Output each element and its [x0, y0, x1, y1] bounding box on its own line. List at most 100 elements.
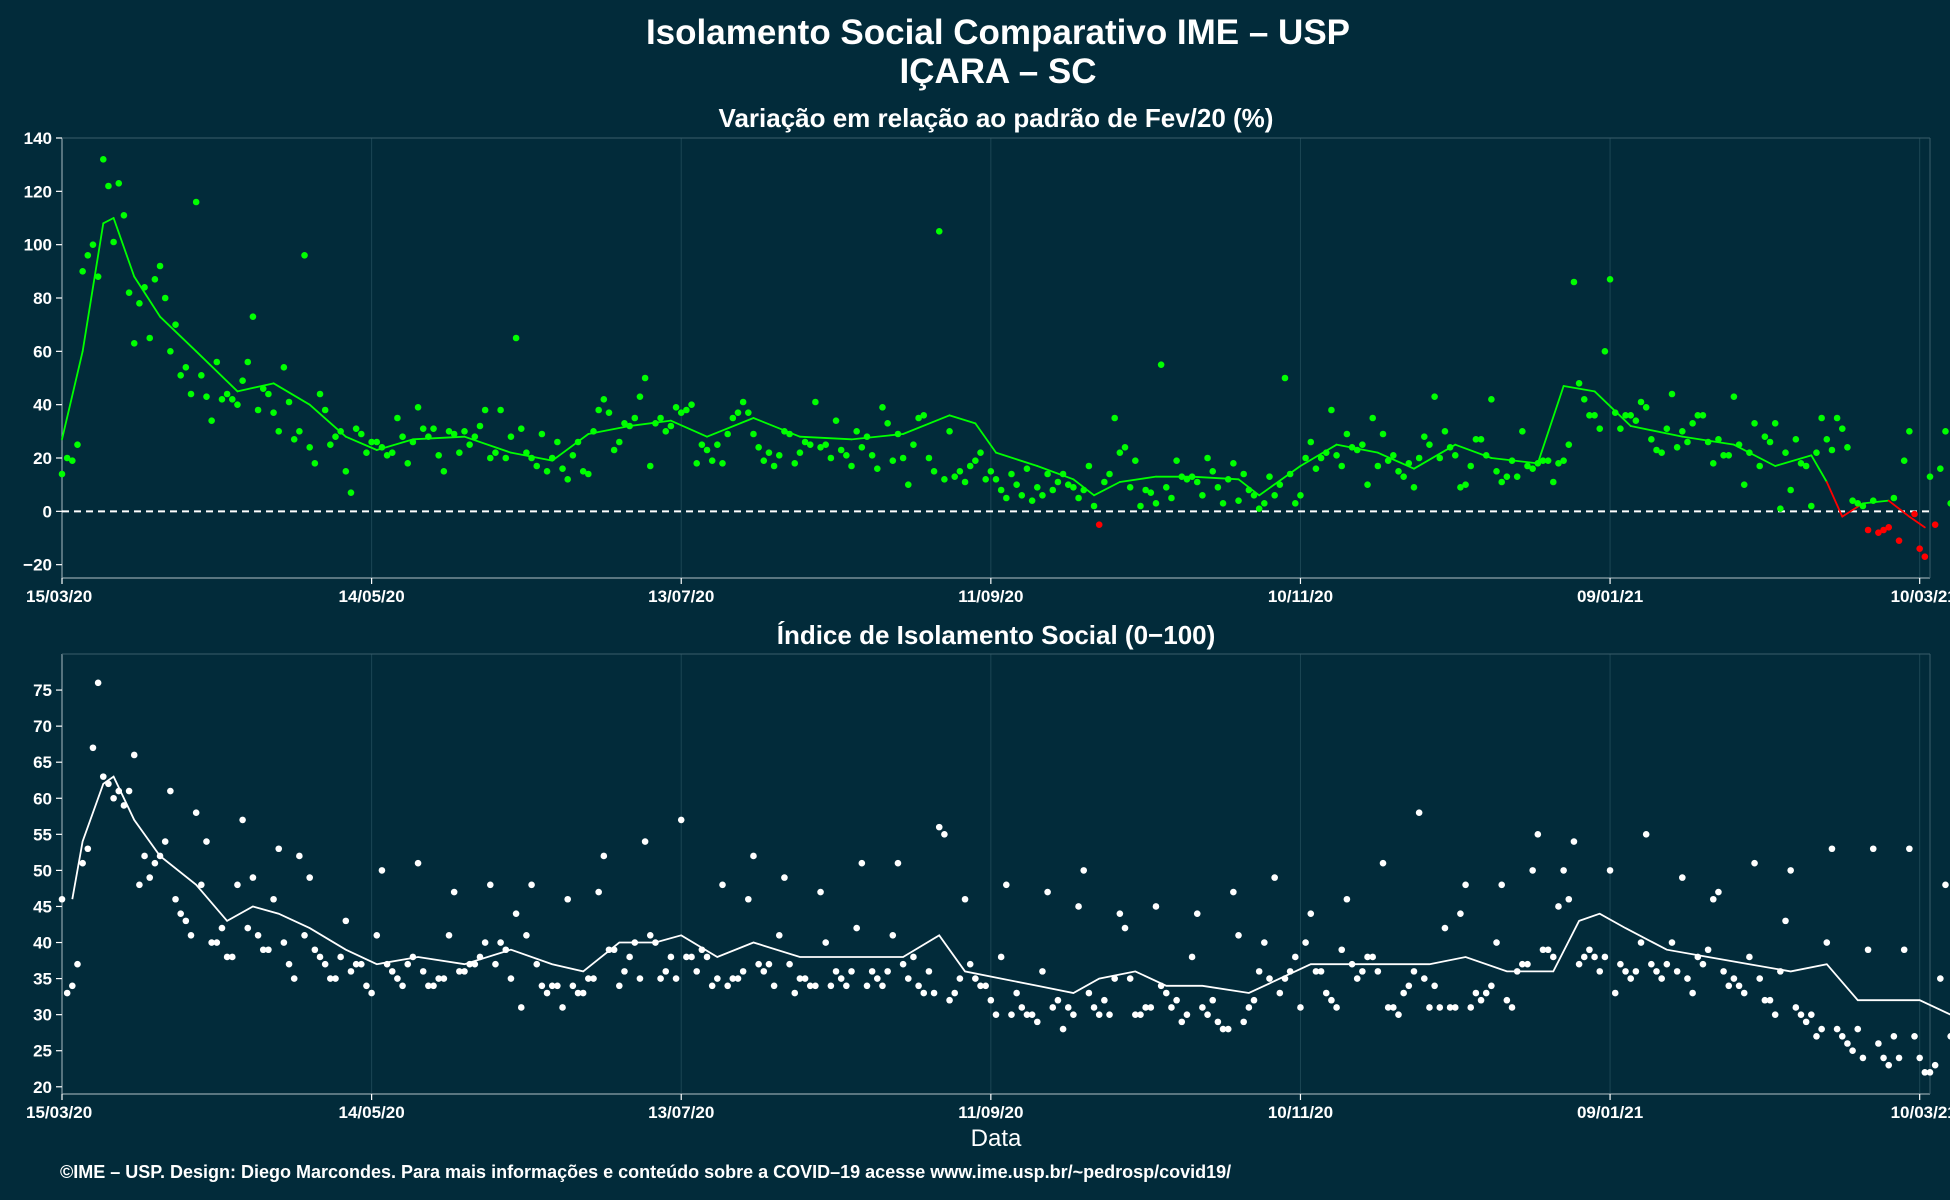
index-data-point: [383, 960, 391, 968]
index-data-point: [357, 960, 365, 968]
index-data-point: [925, 968, 933, 975]
x-tick-label: 10/11/20: [1268, 1103, 1333, 1122]
x-tick-label: 11/09/20: [958, 1103, 1023, 1122]
index-data-point: [228, 953, 236, 961]
index-data-point: [456, 968, 463, 975]
index-data-point: [363, 982, 370, 990]
variation-data-point: [1420, 433, 1428, 440]
index-data-point: [1343, 895, 1351, 903]
variation-data-point: [1312, 465, 1320, 472]
x-tick-label: 10/11/20: [1268, 587, 1333, 606]
index-data-point: [1307, 910, 1315, 917]
index-data-point: [796, 975, 804, 982]
index-data-point: [837, 975, 845, 982]
variation-data-point: [492, 449, 499, 456]
index-data-point: [1209, 996, 1217, 1004]
index-data-point: [1673, 968, 1681, 975]
moving-average-segment: [995, 451, 1039, 467]
variation-data-point: [471, 433, 479, 440]
index-data-point: [874, 975, 881, 982]
variation-data-point: [806, 441, 814, 448]
variation-data-point: [1101, 478, 1108, 486]
index-data-point: [120, 802, 128, 809]
index-data-point: [1751, 859, 1758, 867]
variation-data-point: [1766, 438, 1774, 446]
variation-data-point: [951, 473, 959, 480]
variation-data-point: [1709, 460, 1717, 467]
index-data-point: [941, 831, 948, 838]
index-data-point: [997, 953, 1005, 961]
variation-data-point: [1230, 460, 1237, 467]
index-data-point: [1838, 1032, 1846, 1040]
variation-data-point: [1090, 502, 1098, 510]
variation-data-point: [796, 449, 804, 456]
variation-data-point: [476, 422, 484, 430]
variation-data-point: [1802, 462, 1810, 470]
variation-data-point: [440, 468, 448, 475]
index-data-point: [1188, 953, 1196, 961]
index-data-point: [492, 960, 499, 968]
variation-data-point: [1601, 348, 1609, 355]
index-data-point: [130, 751, 138, 759]
variation-data-point: [1756, 462, 1764, 470]
x-tick-label: 09/01/21: [1577, 1103, 1643, 1122]
moving-average-segment: [133, 275, 161, 318]
variation-data-point: [1503, 473, 1511, 480]
variation-data-point: [1534, 460, 1542, 467]
index-data-point: [688, 953, 695, 961]
variation-data-point: [1606, 276, 1614, 283]
variation-data-point: [244, 358, 252, 366]
index-data-point: [868, 968, 876, 975]
index-data-point: [337, 953, 344, 961]
moving-average-segment: [344, 435, 378, 451]
y-tick-label: 70: [33, 717, 52, 736]
index-data-point: [192, 809, 200, 816]
variation-data-point: [1586, 412, 1593, 419]
index-data-point: [827, 982, 835, 990]
variation-data-point: [667, 422, 675, 430]
variation-data-point: [729, 414, 737, 422]
variation-data-point: [812, 398, 819, 406]
index-data-point: [631, 939, 639, 946]
index-data-point: [1947, 1033, 1950, 1040]
index-data-point: [327, 975, 334, 982]
index-data-point: [1033, 1018, 1041, 1026]
index-data-point: [507, 975, 515, 982]
variation-data-point: [203, 393, 210, 400]
index-data-point: [1405, 982, 1413, 990]
variation-data-point: [332, 433, 339, 440]
index-data-point: [502, 946, 510, 954]
moving-average-segment: [61, 350, 84, 441]
variation-data-point: [1441, 428, 1449, 435]
index-data-point: [161, 838, 169, 845]
variation-data-point: [997, 486, 1005, 494]
index-data-point: [956, 975, 964, 982]
index-data-point: [899, 960, 907, 968]
index-data-point: [94, 679, 102, 687]
variation-data-point: [1498, 478, 1506, 486]
variation-data-point: [1627, 412, 1635, 419]
index-data-point: [110, 794, 117, 802]
variation-data-point: [920, 412, 928, 419]
index-data-point: [822, 939, 830, 946]
x-tick-label: 11/09/20: [958, 587, 1023, 606]
variation-data-point: [1343, 430, 1351, 438]
variation-data-point: [1359, 441, 1366, 448]
x-axis-label: Data: [971, 1125, 1022, 1152]
variation-data-point: [1173, 457, 1180, 464]
index-data-point: [1162, 989, 1170, 997]
index-data-point: [1390, 1004, 1397, 1011]
variation-data-point: [1085, 462, 1093, 470]
variation-data-point: [750, 430, 757, 438]
variation-data-point: [1771, 420, 1779, 427]
variation-data-point: [1147, 489, 1155, 496]
index-data-point: [1808, 1011, 1815, 1018]
variation-data-point: [1550, 478, 1557, 486]
variation-data-point: [1384, 457, 1392, 464]
variation-data-point: [579, 468, 587, 475]
index-data-point: [156, 852, 164, 860]
x-tick-label: 15/03/20: [26, 1103, 92, 1122]
variation-data-point: [1648, 436, 1655, 443]
index-data-point: [1792, 1004, 1800, 1011]
variation-data-point: [564, 476, 572, 483]
